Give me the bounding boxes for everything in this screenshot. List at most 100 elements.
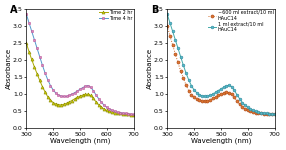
- 1 ml extract/10 ml
HAuC14: [251, 110, 255, 111]
- Line: Time 2 hr: Time 2 hr: [25, 42, 135, 117]
- ~600 ml extract/10 ml
HAuC14: [219, 93, 223, 95]
- 1 ml extract/10 ml
HAuC14: [217, 90, 220, 92]
- Time 2 hr: [92, 98, 95, 99]
- ~600 ml extract/10 ml
HAuC14: [259, 112, 263, 114]
- 1 ml extract/10 ml
HAuC14: [179, 56, 182, 58]
- ~600 ml extract/10 ml
HAuC14: [217, 94, 220, 96]
- ~600 ml extract/10 ml
HAuC14: [249, 111, 252, 112]
- ~600 ml extract/10 ml
HAuC14: [179, 70, 182, 72]
- Time 4 hr: [33, 39, 36, 41]
- Time 2 hr: [30, 58, 33, 60]
- Time 4 hr: [121, 112, 125, 114]
- Time 4 hr: [129, 113, 133, 115]
- Time 4 hr: [62, 96, 65, 97]
- Time 2 hr: [129, 114, 133, 116]
- Time 4 hr: [84, 85, 87, 87]
- 1 ml extract/10 ml
HAuC14: [230, 86, 233, 87]
- 1 ml extract/10 ml
HAuC14: [168, 22, 172, 24]
- Time 2 hr: [108, 111, 111, 112]
- ~600 ml extract/10 ml
HAuC14: [166, 25, 169, 27]
- ~600 ml extract/10 ml
HAuC14: [238, 103, 241, 105]
- Time 2 hr: [35, 73, 39, 75]
- 1 ml extract/10 ml
HAuC14: [222, 86, 225, 88]
- 1 ml extract/10 ml
HAuC14: [227, 84, 231, 86]
- Line: 1 ml extract/10 ml
HAuC14: 1 ml extract/10 ml HAuC14: [166, 13, 276, 116]
- 1 ml extract/10 ml
HAuC14: [195, 92, 198, 94]
- Time 2 hr: [110, 111, 114, 113]
- Time 4 hr: [46, 79, 49, 81]
- 1 ml extract/10 ml
HAuC14: [184, 72, 188, 74]
- 1 ml extract/10 ml
HAuC14: [206, 95, 209, 97]
- Time 4 hr: [116, 111, 119, 113]
- 1 ml extract/10 ml
HAuC14: [265, 112, 268, 114]
- Time 2 hr: [41, 86, 44, 87]
- 1 ml extract/10 ml
HAuC14: [243, 104, 247, 106]
- Time 4 hr: [25, 13, 28, 15]
- 1 ml extract/10 ml
HAuC14: [238, 98, 241, 100]
- ~600 ml extract/10 ml
HAuC14: [176, 61, 180, 63]
- ~600 ml extract/10 ml
HAuC14: [241, 106, 244, 108]
- 1 ml extract/10 ml
HAuC14: [192, 89, 196, 91]
- ~600 ml extract/10 ml
HAuC14: [192, 97, 196, 98]
- 1 ml extract/10 ml
HAuC14: [198, 94, 201, 96]
- Time 2 hr: [78, 95, 82, 97]
- Time 4 hr: [51, 89, 55, 91]
- ~600 ml extract/10 ml
HAuC14: [262, 113, 265, 115]
- Time 2 hr: [105, 110, 108, 111]
- ~600 ml extract/10 ml
HAuC14: [198, 99, 201, 101]
- Time 2 hr: [100, 106, 103, 108]
- ~600 ml extract/10 ml
HAuC14: [230, 93, 233, 95]
- Time 2 hr: [38, 80, 41, 81]
- ~600 ml extract/10 ml
HAuC14: [195, 98, 198, 100]
- Time 2 hr: [54, 103, 57, 105]
- 1 ml extract/10 ml
HAuC14: [171, 30, 174, 32]
- ~600 ml extract/10 ml
HAuC14: [171, 44, 174, 46]
- Line: ~600 ml extract/10 ml
HAuC14: ~600 ml extract/10 ml HAuC14: [166, 24, 276, 116]
- ~600 ml extract/10 ml
HAuC14: [251, 111, 255, 113]
- Text: A: A: [10, 5, 18, 15]
- Time 4 hr: [124, 112, 127, 114]
- Legend: Time 2 hr, Time 4 hr: Time 2 hr, Time 4 hr: [98, 9, 133, 21]
- Line: Time 4 hr: Time 4 hr: [25, 13, 135, 116]
- Legend: ~600 ml extract/10 ml
HAuC14, 1 ml extract/10 ml
HAuC14: ~600 ml extract/10 ml HAuC14, 1 ml extra…: [207, 9, 274, 33]
- Time 4 hr: [86, 85, 90, 86]
- ~600 ml extract/10 ml
HAuC14: [227, 92, 231, 94]
- ~600 ml extract/10 ml
HAuC14: [267, 113, 271, 115]
- Time 2 hr: [89, 94, 92, 96]
- Time 4 hr: [49, 85, 52, 86]
- 1 ml extract/10 ml
HAuC14: [211, 93, 214, 95]
- Time 2 hr: [132, 114, 135, 116]
- ~600 ml extract/10 ml
HAuC14: [211, 98, 214, 99]
- ~600 ml extract/10 ml
HAuC14: [246, 110, 249, 111]
- Y-axis label: Absorbance: Absorbance: [146, 48, 152, 89]
- Time 2 hr: [127, 114, 130, 115]
- 1 ml extract/10 ml
HAuC14: [257, 111, 260, 113]
- Time 4 hr: [127, 113, 130, 115]
- Time 2 hr: [43, 91, 47, 93]
- Time 2 hr: [62, 103, 65, 105]
- Time 4 hr: [41, 64, 44, 66]
- ~600 ml extract/10 ml
HAuC14: [233, 97, 236, 98]
- Y-axis label: Absorbance: Absorbance: [5, 48, 11, 89]
- Time 2 hr: [97, 104, 100, 106]
- X-axis label: Wavelength (nm): Wavelength (nm): [50, 138, 110, 144]
- Time 4 hr: [65, 96, 68, 97]
- X-axis label: Wavelength (nm): Wavelength (nm): [191, 138, 251, 144]
- 1 ml extract/10 ml
HAuC14: [259, 112, 263, 114]
- Time 4 hr: [97, 98, 100, 100]
- Time 2 hr: [116, 112, 119, 114]
- ~600 ml extract/10 ml
HAuC14: [235, 100, 239, 102]
- 1 ml extract/10 ml
HAuC14: [190, 85, 193, 86]
- Time 4 hr: [89, 86, 92, 88]
- Time 4 hr: [70, 93, 74, 95]
- 1 ml extract/10 ml
HAuC14: [267, 113, 271, 115]
- Time 4 hr: [30, 30, 33, 32]
- ~600 ml extract/10 ml
HAuC14: [270, 113, 274, 115]
- Time 2 hr: [27, 51, 31, 52]
- ~600 ml extract/10 ml
HAuC14: [168, 35, 172, 36]
- Time 2 hr: [65, 102, 68, 104]
- Time 4 hr: [92, 90, 95, 92]
- Time 4 hr: [102, 104, 106, 106]
- 1 ml extract/10 ml
HAuC14: [273, 114, 276, 115]
- ~600 ml extract/10 ml
HAuC14: [214, 96, 217, 98]
